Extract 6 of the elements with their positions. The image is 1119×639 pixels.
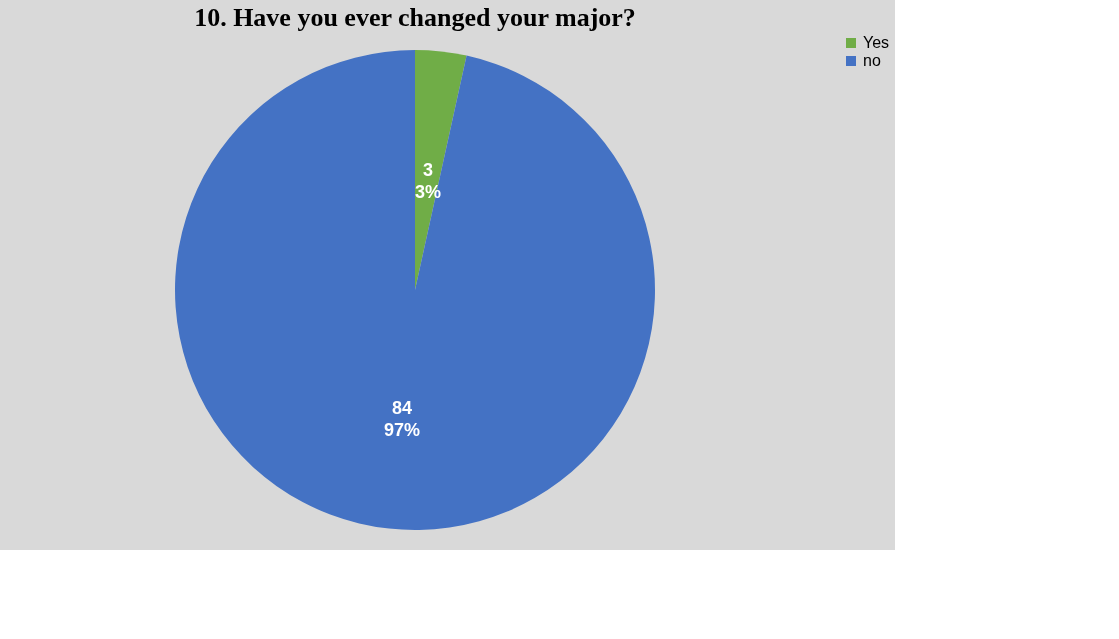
legend-label: no (863, 52, 881, 69)
data-label: 84 97% (384, 398, 421, 441)
pie-slice (415, 50, 467, 290)
pie-slice (175, 50, 655, 530)
chart-title: 10. Have you ever changed your major? (194, 3, 636, 32)
legend-label: Yes (863, 34, 890, 51)
